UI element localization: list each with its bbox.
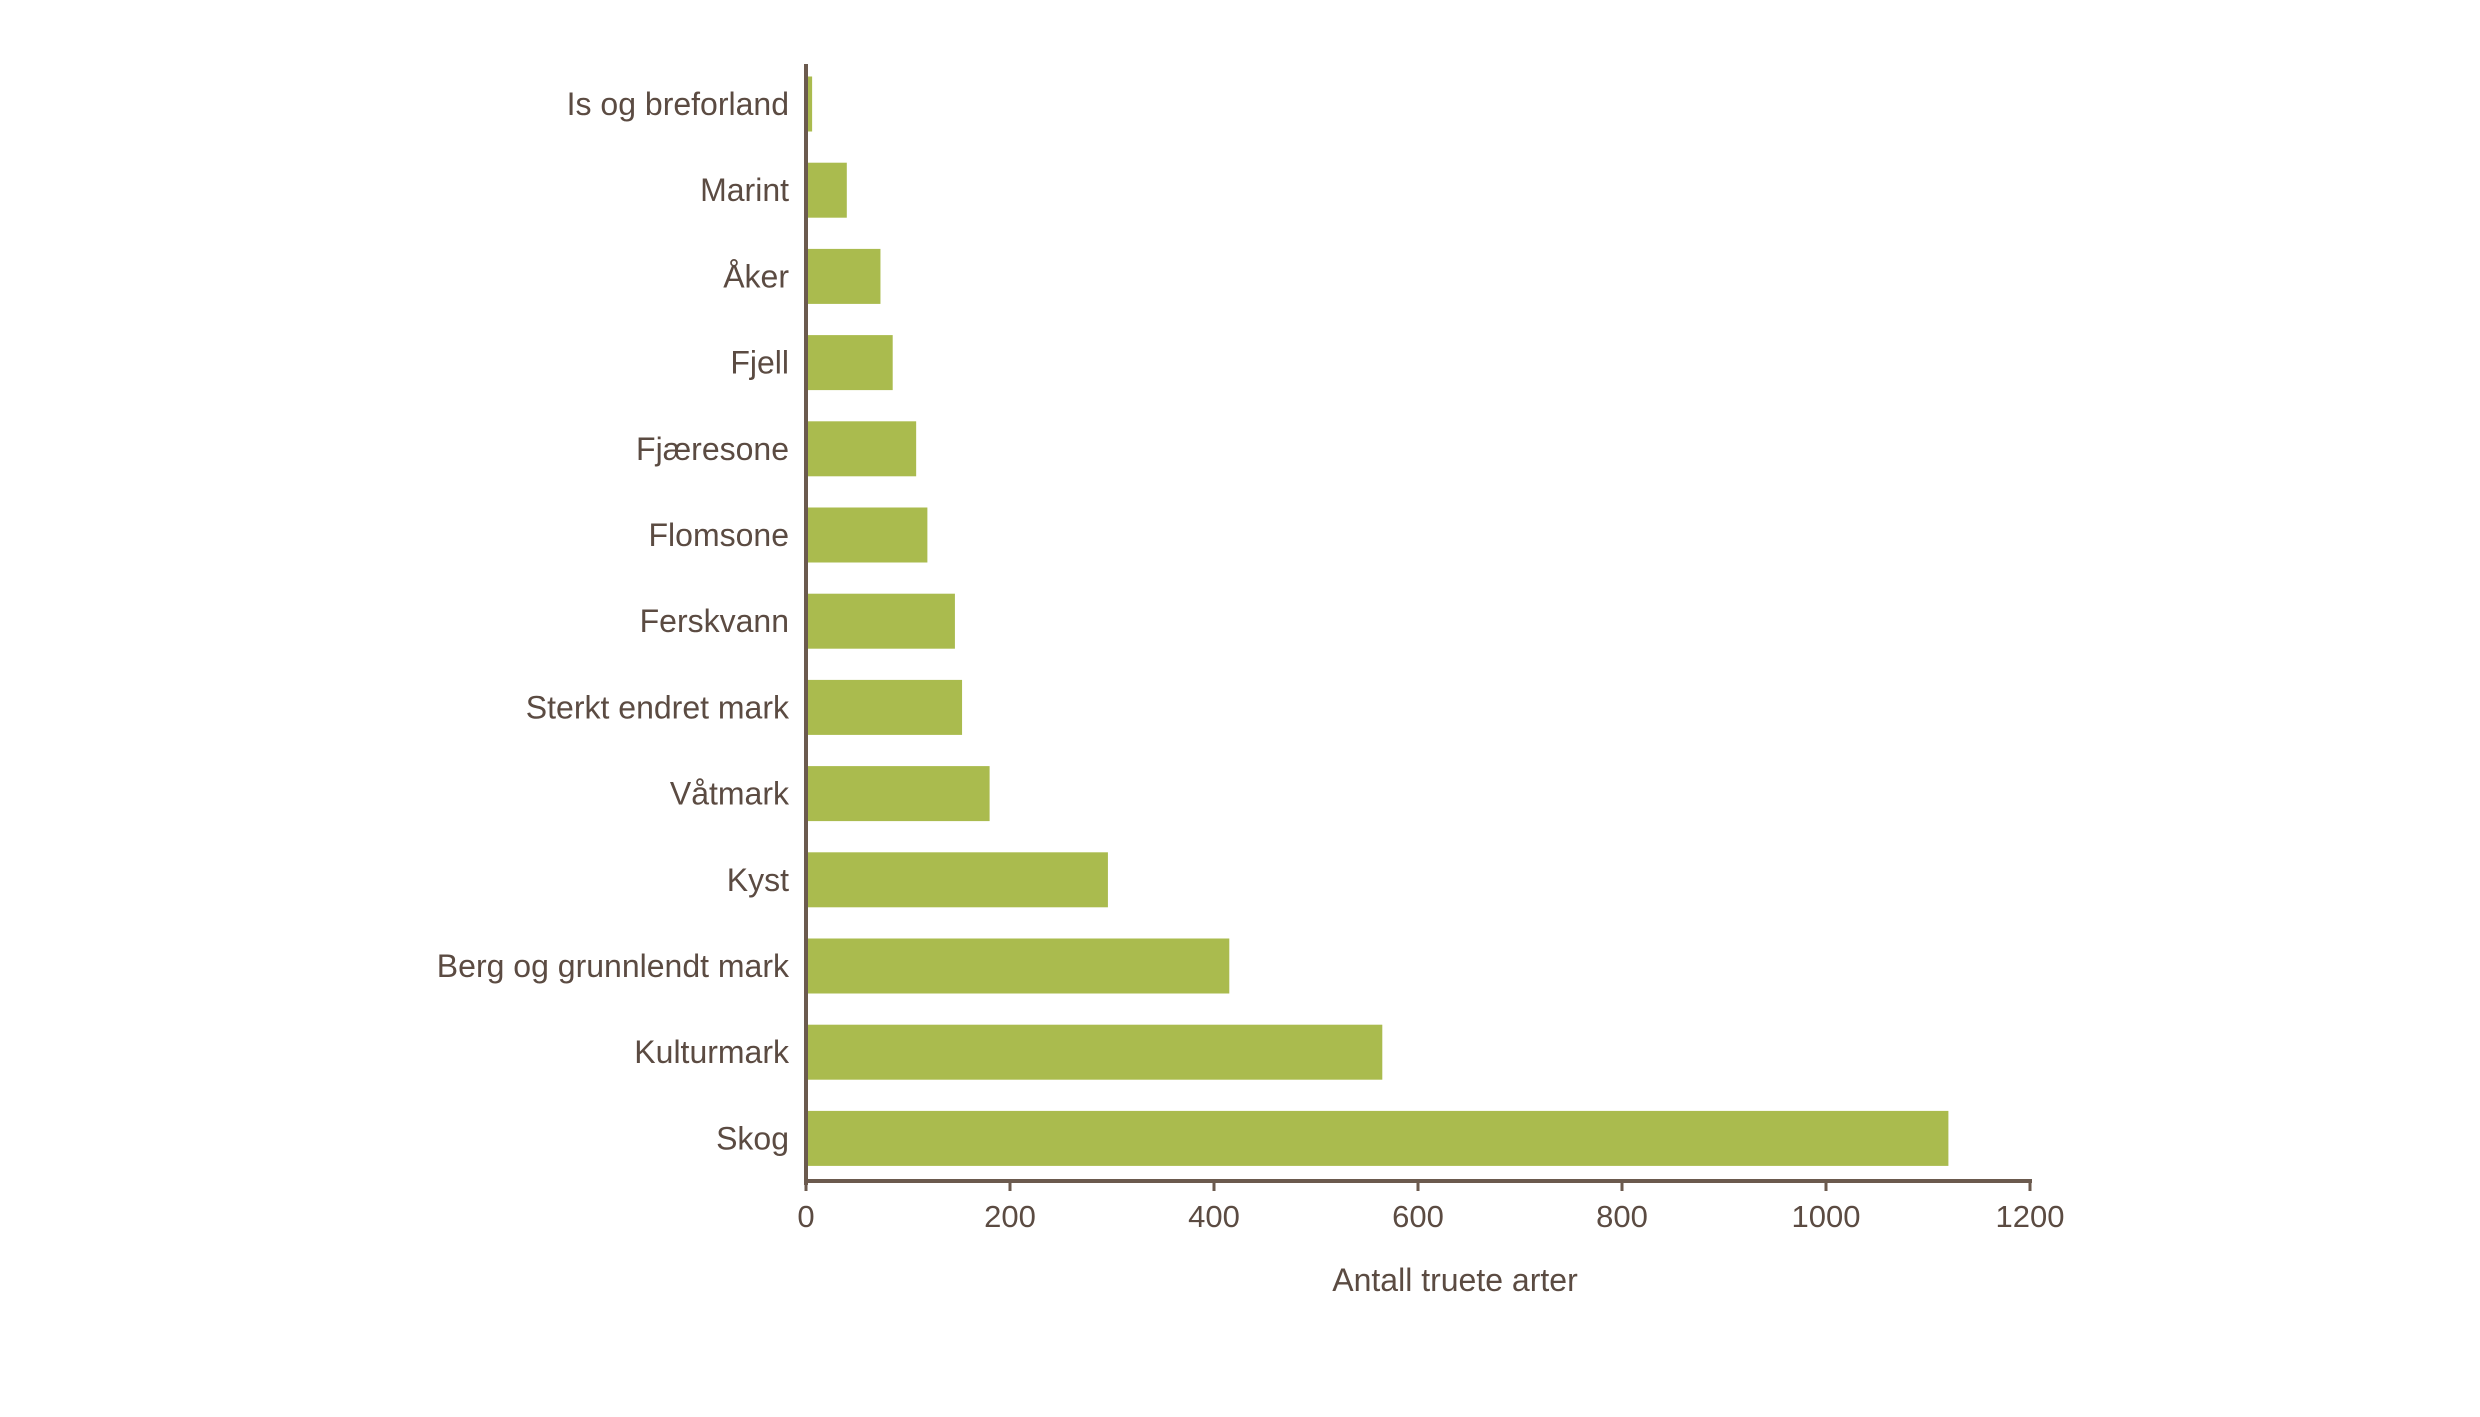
bar bbox=[806, 421, 917, 477]
category-label: Kulturmark bbox=[634, 1034, 790, 1070]
category-label: Sterkt endret mark bbox=[526, 689, 790, 725]
x-tick-label: 1200 bbox=[1996, 1199, 2065, 1234]
x-tick-label: 400 bbox=[1188, 1199, 1240, 1234]
category-label: Is og breforland bbox=[567, 86, 789, 122]
bar bbox=[806, 507, 928, 563]
bar bbox=[806, 76, 813, 132]
bars-group bbox=[806, 76, 1949, 1166]
bar bbox=[806, 679, 963, 735]
category-label: Marint bbox=[700, 172, 789, 208]
category-label: Kyst bbox=[727, 862, 789, 898]
bar bbox=[806, 1024, 1383, 1080]
bar bbox=[806, 248, 881, 304]
bar bbox=[806, 766, 990, 822]
category-labels: Is og breforland Marint Åker Fjell Fjæresone… bbox=[437, 86, 790, 1156]
category-label: Fjell bbox=[730, 345, 789, 381]
bar bbox=[806, 1110, 1949, 1166]
x-ticks: 0 200 400 600 800 1000 1200 bbox=[797, 1181, 2064, 1234]
bar bbox=[806, 938, 1230, 994]
x-tick-label: 200 bbox=[984, 1199, 1036, 1234]
category-label: Flomsone bbox=[649, 517, 790, 553]
x-axis-title: Antall truete arter bbox=[1332, 1262, 1578, 1298]
bar bbox=[806, 593, 955, 649]
x-tick-label: 600 bbox=[1392, 1199, 1444, 1234]
category-label: Våtmark bbox=[670, 776, 790, 812]
x-tick-label: 800 bbox=[1596, 1199, 1648, 1234]
x-tick-label: 1000 bbox=[1792, 1199, 1861, 1234]
category-label: Fjæresone bbox=[636, 431, 789, 467]
category-label: Skog bbox=[716, 1120, 789, 1156]
x-tick-label: 0 bbox=[797, 1199, 814, 1234]
category-label: Berg og grunnlendt mark bbox=[437, 948, 790, 984]
category-label: Åker bbox=[723, 258, 789, 294]
bar bbox=[806, 852, 1108, 908]
bar bbox=[806, 162, 847, 218]
bar bbox=[806, 335, 893, 391]
category-label: Ferskvann bbox=[640, 603, 789, 639]
